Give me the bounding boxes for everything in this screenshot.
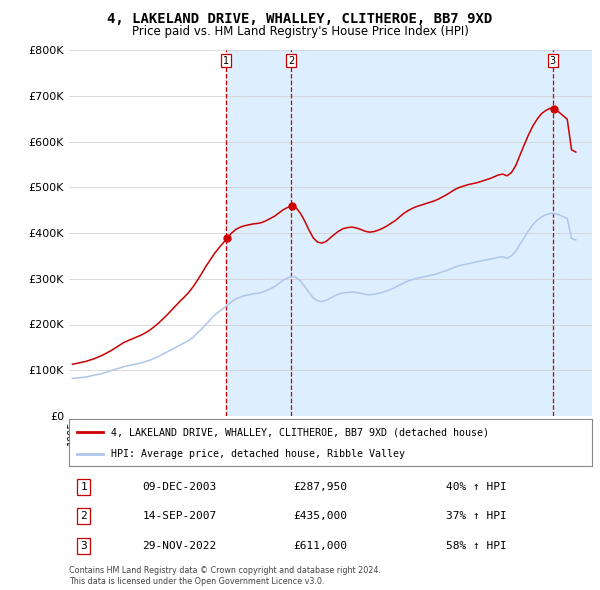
Text: 4, LAKELAND DRIVE, WHALLEY, CLITHEROE, BB7 9XD: 4, LAKELAND DRIVE, WHALLEY, CLITHEROE, B…: [107, 12, 493, 26]
Bar: [553, 50, 592, 416]
Text: Contains HM Land Registry data © Crown copyright and database right 2024.: Contains HM Land Registry data © Crown c…: [69, 566, 381, 575]
Text: 40% ↑ HPI: 40% ↑ HPI: [446, 482, 506, 491]
Text: 09-DEC-2003: 09-DEC-2003: [142, 482, 217, 491]
Text: 1: 1: [223, 55, 229, 65]
Text: 14-SEP-2007: 14-SEP-2007: [142, 511, 217, 521]
Text: Price paid vs. HM Land Registry's House Price Index (HPI): Price paid vs. HM Land Registry's House …: [131, 25, 469, 38]
Text: This data is licensed under the Open Government Licence v3.0.: This data is licensed under the Open Gov…: [69, 577, 325, 586]
Text: 1: 1: [80, 482, 87, 491]
Text: 3: 3: [80, 541, 87, 551]
Text: £611,000: £611,000: [293, 541, 347, 551]
Bar: [226, 50, 291, 416]
Text: 2: 2: [288, 55, 295, 65]
Text: 3: 3: [550, 55, 556, 65]
Text: 58% ↑ HPI: 58% ↑ HPI: [446, 541, 506, 551]
Text: 29-NOV-2022: 29-NOV-2022: [142, 541, 217, 551]
Bar: [291, 50, 553, 416]
Text: 2: 2: [80, 511, 87, 521]
Text: HPI: Average price, detached house, Ribble Valley: HPI: Average price, detached house, Ribb…: [111, 450, 405, 459]
Text: £435,000: £435,000: [293, 511, 347, 521]
Text: 4, LAKELAND DRIVE, WHALLEY, CLITHEROE, BB7 9XD (detached house): 4, LAKELAND DRIVE, WHALLEY, CLITHEROE, B…: [111, 427, 489, 437]
Text: 37% ↑ HPI: 37% ↑ HPI: [446, 511, 506, 521]
Text: £287,950: £287,950: [293, 482, 347, 491]
